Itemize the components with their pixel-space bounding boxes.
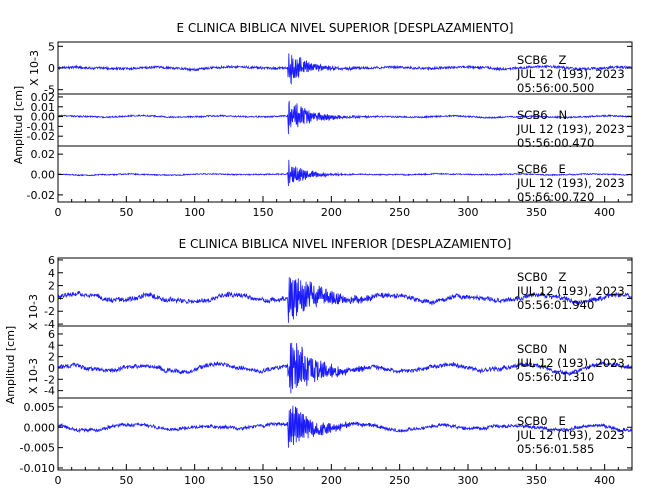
panel-scb0-e: -0.010 -0.005 0.000 0.005 SCB0 E JUL 12 (19…: [20, 397, 633, 475]
y-tick-label: 6: [48, 328, 55, 341]
x-tick-label: 350: [526, 206, 547, 219]
scale-label: X 10-3: [27, 294, 40, 330]
x-ticks: 0 50 100 150 200 250 300 350 400: [55, 196, 633, 219]
x-tick-label: 400: [594, 474, 615, 487]
y-tick-label: 0: [48, 292, 55, 305]
y-tick-label: -2: [44, 373, 55, 386]
y-tick-label: 0.000: [24, 421, 56, 434]
y-axis-label: Amplitud [cm]: [4, 326, 17, 404]
y-tick-label: 0.005: [24, 401, 56, 414]
y-ticks: -5 0 5: [44, 40, 632, 97]
x-tick-label: 150: [253, 474, 274, 487]
x-tick-label: 0: [55, 474, 62, 487]
y-tick-label: 4: [48, 267, 55, 280]
station-time: 05:56:01.940: [517, 298, 594, 312]
y-tick-label: -5: [44, 84, 55, 97]
y-tick-label: -0.01: [27, 120, 55, 133]
waveform-trace: [57, 53, 633, 85]
station-date: JUL 12 (193), 2023: [516, 356, 625, 370]
y-tick-label: 0.00: [31, 111, 56, 124]
chart-inferior: E CLINICA BIBLICA NIVEL INFERIOR [DESPLA…: [4, 237, 633, 487]
y-tick-label: 0.02: [31, 148, 56, 161]
y-tick-label: 5: [48, 40, 55, 53]
y-tick-label: 6: [48, 254, 55, 267]
x-tick-label: 400: [594, 206, 615, 219]
y-tick-label: 4: [48, 339, 55, 352]
x-tick-label: 250: [389, 474, 410, 487]
station-time: 05:56:00.470: [517, 136, 594, 150]
y-axis-label: Amplitud [cm]: [12, 86, 25, 164]
scale-label: X 10-3: [28, 50, 41, 86]
x-tick-label: 100: [184, 474, 205, 487]
y-tick-label: -2: [44, 305, 55, 318]
x-tick-label: 300: [458, 474, 479, 487]
x-tick-label: 300: [458, 206, 479, 219]
panel-scb6-e: -0.020.000.02 SCB6 E JUL 12 (193), 2023 …: [27, 145, 633, 204]
y-tick-label: -4: [44, 318, 55, 331]
x-tick-label: 50: [119, 206, 133, 219]
chart-title: E CLINICA BIBLICA NIVEL INFERIOR [DESPLA…: [179, 237, 512, 251]
station-date: JUL 12 (193), 2023: [516, 67, 625, 81]
station-date: JUL 12 (193), 2023: [516, 122, 625, 136]
y-tick-label: 0.00: [31, 169, 56, 182]
station-time: 05:56:00.720: [517, 190, 594, 204]
panel-scb6-n: -0.02-0.010.000.010.02 SCB6 N JUL 12 (19…: [27, 91, 633, 150]
x-ticks: 0 50 100 150 200 250 300 350 400: [55, 464, 633, 487]
station-name: SCB6 Z: [517, 53, 567, 67]
y-tick-label: -4: [44, 385, 55, 398]
waveform-trace: [57, 100, 633, 135]
y-tick-label: 2: [48, 280, 55, 293]
y-ticks: -0.010 -0.005 0.000 0.005: [20, 401, 632, 475]
waveform-trace: [57, 159, 633, 187]
y-ticks: -0.02 0.00 0.02: [27, 148, 632, 202]
y-tick-label: -0.02: [27, 189, 55, 202]
station-time: 05:56:01.310: [517, 370, 594, 384]
y-tick-label: 0.01: [31, 101, 56, 114]
y-tick-label: -0.02: [27, 130, 55, 143]
x-tick-label: 50: [119, 474, 133, 487]
chart-title: E CLINICA BIBLICA NIVEL SUPERIOR [DESPLA…: [177, 21, 514, 35]
station-name: SCB0 N: [517, 342, 567, 356]
scale-label: X 10-3: [27, 358, 40, 394]
x-tick-label: 350: [526, 474, 547, 487]
y-ticks: -0.02-0.010.000.010.02: [27, 91, 632, 143]
chart-superior: E CLINICA BIBLICA NIVEL SUPERIOR [DESPLA…: [12, 21, 633, 219]
x-tick-label: 100: [184, 206, 205, 219]
waveform-trace: [57, 277, 633, 323]
station-name: SCB0 Z: [517, 270, 567, 284]
y-tick-label: -0.010: [20, 462, 55, 475]
panel-scb6-z: -5 0 5 X 10-3 SCB6 Z JUL 12 (193), 2023 05…: [28, 40, 633, 97]
waveform-trace: [57, 342, 633, 394]
station-time: 05:56:00.500: [517, 81, 594, 95]
x-tick-label: 200: [321, 474, 342, 487]
x-tick-label: 150: [253, 206, 274, 219]
station-time: 05:56:01.585: [517, 442, 594, 456]
station-date: JUL 12 (193), 2023: [516, 428, 625, 442]
waveform-trace: [57, 405, 633, 448]
y-tick-label: 0.02: [31, 91, 56, 104]
x-tick-label: 200: [321, 206, 342, 219]
station-name: SCB6 N: [517, 108, 567, 122]
y-tick-label: -0.005: [20, 442, 55, 455]
station-date: JUL 12 (193), 2023: [516, 284, 625, 298]
station-name: SCB0 E: [517, 414, 566, 428]
y-tick-label: 0: [48, 62, 55, 75]
x-tick-label: 250: [389, 206, 410, 219]
y-tick-label: 0: [48, 362, 55, 375]
x-tick-label: 0: [55, 206, 62, 219]
station-date: JUL 12 (193), 2023: [516, 176, 625, 190]
station-name: SCB6 E: [517, 162, 566, 176]
y-tick-label: 2: [48, 351, 55, 364]
